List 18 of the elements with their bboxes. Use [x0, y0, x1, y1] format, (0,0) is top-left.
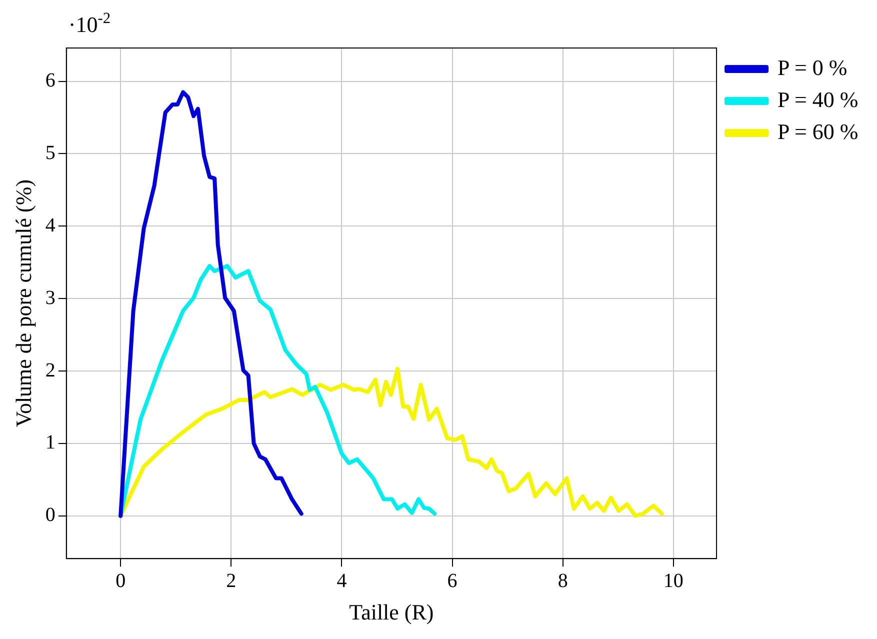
y-tick-label: 4	[45, 214, 56, 236]
y-tick-label: 1	[45, 432, 56, 454]
x-tick-label: 8	[558, 570, 568, 592]
x-tick-label: 6	[447, 570, 458, 592]
x-tick-label: 2	[226, 570, 236, 592]
y-tick-label: 5	[45, 142, 56, 164]
legend-label: P = 60 %	[778, 118, 858, 144]
x-tick-label: 4	[336, 570, 347, 592]
legend-label: P = 0 %	[778, 54, 848, 80]
y-tick-label: 3	[45, 286, 56, 309]
x-axis-title: Taille (R)	[349, 600, 434, 625]
x-tick-label: 0	[116, 570, 126, 592]
legend-label: P = 40 %	[778, 86, 858, 112]
x-tick-label: 10	[663, 570, 684, 592]
y-tick-label: 0	[45, 504, 56, 526]
y-tick-label: 6	[45, 70, 56, 92]
y-axis-title: Volume de pore cumulé (%)	[10, 179, 36, 428]
y-tick-label: 2	[45, 359, 56, 382]
